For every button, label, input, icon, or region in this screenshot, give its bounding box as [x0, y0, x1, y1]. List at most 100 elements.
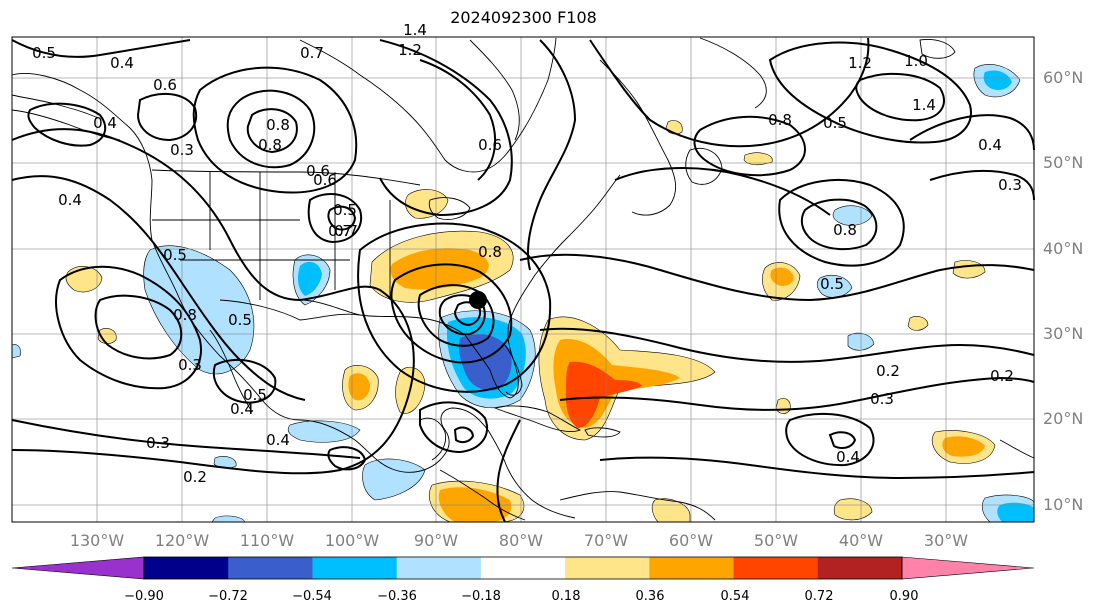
contour-line [212, 358, 277, 404]
colorbar-segment [649, 557, 735, 579]
contour-label: 0.7 [328, 222, 352, 240]
positive-anomaly-region [942, 436, 985, 457]
contour-label: 0.3 [146, 434, 170, 452]
positive-anomaly-region [952, 260, 986, 279]
positive-anomaly-region [833, 498, 873, 521]
contour-line [419, 59, 497, 181]
contour-line [496, 419, 521, 523]
contour-label: 1.2 [398, 41, 422, 59]
contour-label: 0.8 [833, 221, 857, 239]
contour-label: 0.6 [478, 136, 502, 154]
contour-label: 0.2 [876, 362, 900, 380]
newfoundland-outline [685, 148, 723, 185]
contour-line [589, 37, 870, 148]
contour-label: 0.4 [836, 448, 860, 466]
contour-line [27, 102, 107, 147]
contour-lines [11, 37, 1035, 523]
negative-anomaly-region [11, 344, 21, 359]
contour-line [909, 114, 1035, 151]
colorbar-tick-label: −0.72 [208, 589, 248, 604]
contour-line [390, 263, 513, 364]
colorbar-extend-max [901, 556, 1035, 580]
lat-label: 50°N [1043, 153, 1083, 172]
gulf-coast [299, 174, 621, 399]
lon-label: 70°W [584, 531, 628, 550]
colorbar-segment [565, 557, 650, 579]
iceland-outline [919, 39, 956, 59]
positive-anomaly-region [348, 373, 370, 401]
negative-anomaly-region [297, 261, 322, 296]
lat-label: 20°N [1043, 409, 1083, 428]
lon-label: 80°W [499, 531, 543, 550]
contour-line [693, 115, 806, 177]
contour-line [800, 198, 878, 251]
negative-anomaly-region [362, 458, 426, 501]
contour-label: 0.5 [32, 44, 56, 62]
labrador-coast [599, 59, 677, 216]
colorbar-tick-label: −0.36 [377, 589, 417, 604]
contour-line [136, 92, 198, 142]
contour-line [453, 426, 475, 444]
contour-line [11, 39, 191, 58]
contour-label: 0.4 [978, 136, 1002, 154]
contour-label: 0.5 [163, 246, 187, 264]
baja-coast [209, 329, 253, 413]
canada-coast [299, 37, 557, 173]
positive-anomaly-region [565, 361, 642, 428]
lon-label: 40°W [839, 531, 883, 550]
negative-anomaly-region [997, 502, 1034, 522]
contour-line [379, 39, 513, 217]
contour-label: 0.4 [266, 431, 290, 449]
contour-line [419, 401, 488, 454]
negative-anomaly-region [832, 205, 873, 226]
positive-anomaly-region [390, 248, 489, 290]
contour-label: 1.4 [403, 21, 427, 39]
lat-label: 40°N [1043, 239, 1083, 258]
africa-coast [999, 439, 1035, 459]
contour-label: 0.8 [768, 111, 792, 129]
storm-center-marker [469, 291, 487, 309]
latitude-labels: 60°N 50°N 40°N 30°N 20°N 10°N [1043, 68, 1083, 514]
colorbar-tick-label: 0.36 [636, 589, 665, 604]
yucatan-coast [419, 417, 447, 461]
contour-label: 0.6 [313, 171, 337, 189]
lon-label: 120°W [155, 531, 210, 550]
positive-anomaly-region [651, 498, 691, 523]
central-america-coast [439, 469, 526, 521]
contour-line [11, 175, 306, 401]
lon-label: 100°W [325, 531, 380, 550]
contour-line [55, 265, 202, 390]
contour-label: 0.8 [173, 306, 197, 324]
contour-line [559, 376, 1035, 411]
colorbar-segment [144, 557, 229, 579]
contour-label: 0.3 [998, 176, 1022, 194]
contour-label: 0.3 [870, 390, 894, 408]
south-america-coast [559, 491, 716, 521]
positive-anomaly-region [907, 316, 929, 331]
contour-line [527, 39, 577, 271]
contour-label: 0.2 [990, 367, 1014, 385]
contour-label: 1.0 [904, 52, 928, 70]
map-frame [11, 36, 1035, 523]
contour-label: 0.4 [110, 54, 134, 72]
lon-label: 90°W [414, 531, 458, 550]
lon-label: 130°W [70, 531, 125, 550]
hudson-bay-coast [469, 39, 520, 141]
map-title: 2024092300 F108 [450, 8, 597, 27]
colorbar-segment [733, 557, 819, 579]
colorbar-tick-label: −0.18 [461, 589, 501, 604]
contour-line [929, 169, 1035, 201]
cuba-outline [493, 405, 582, 433]
colorbar [11, 556, 1035, 580]
contour-line [519, 253, 1035, 302]
hispaniola-outline [584, 427, 621, 438]
contour-line [855, 72, 945, 122]
colorbar-extend-min [11, 556, 145, 580]
contour-line [246, 108, 298, 154]
lat-label: 60°N [1043, 68, 1083, 87]
negative-anomaly-region [287, 420, 361, 443]
positive-anomaly-region [775, 398, 791, 414]
contour-label: 0.2 [183, 468, 207, 486]
contour-label: 0.8 [266, 116, 290, 134]
